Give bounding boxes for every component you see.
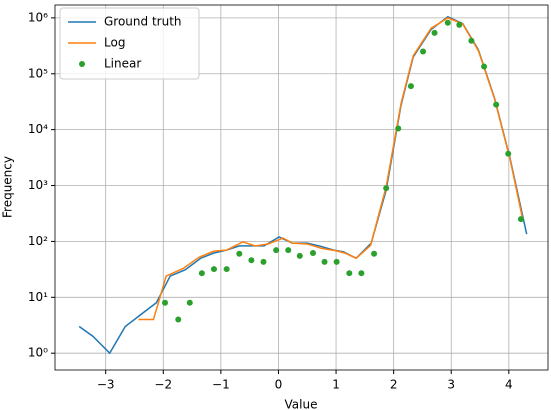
point <box>223 266 230 273</box>
point <box>346 270 353 277</box>
y-tick-label: 10⁶ <box>28 10 48 24</box>
x-tick-label: 0 <box>275 378 283 392</box>
point <box>431 29 438 36</box>
point <box>468 37 475 44</box>
legend-box <box>59 7 200 80</box>
point <box>481 63 488 70</box>
point <box>420 48 427 55</box>
point <box>371 250 378 257</box>
point <box>395 125 402 132</box>
x-tick-label: 3 <box>447 378 455 392</box>
point <box>175 316 182 323</box>
x-tick-label: −1 <box>212 378 230 392</box>
series-line <box>138 17 524 321</box>
point <box>210 266 217 273</box>
point <box>358 270 365 277</box>
point <box>236 250 243 257</box>
point <box>310 250 317 257</box>
y-tick-label: 10⁵ <box>28 66 48 80</box>
x-tick-label: −3 <box>97 378 115 392</box>
x-tick-label: −2 <box>154 378 172 392</box>
legend: Ground truth Log Linear <box>59 7 200 80</box>
plot-area <box>78 15 528 355</box>
y-tick-label: 10⁴ <box>28 122 48 136</box>
y-tick-label: 10⁰ <box>28 346 48 360</box>
point <box>162 299 169 306</box>
legend-label: Linear <box>104 57 141 71</box>
y-tick-label: 10³ <box>28 178 48 192</box>
x-tick-label: 2 <box>390 378 398 392</box>
x-axis-label: Value <box>285 398 318 410</box>
point <box>407 83 414 90</box>
legend-label: Ground truth <box>104 15 182 29</box>
point <box>444 19 451 26</box>
point <box>517 216 524 223</box>
point <box>505 150 512 157</box>
point <box>186 299 193 306</box>
point <box>493 101 500 108</box>
plot-frame <box>54 4 549 371</box>
legend-marker <box>79 61 85 67</box>
point <box>198 270 205 277</box>
y-tick-label: 10² <box>28 234 48 248</box>
y-axis-label: Frequency <box>1 156 15 218</box>
point <box>456 21 463 28</box>
point <box>285 247 292 254</box>
point <box>383 185 390 192</box>
point <box>321 258 328 265</box>
point <box>296 252 303 259</box>
point <box>333 258 340 265</box>
x-tick-label: 1 <box>332 378 340 392</box>
y-tick-label: 10¹ <box>28 290 48 304</box>
legend-label: Log <box>104 36 125 50</box>
point <box>260 258 267 265</box>
x-tick-label: 4 <box>505 378 513 392</box>
point <box>248 257 255 264</box>
point <box>273 247 280 254</box>
